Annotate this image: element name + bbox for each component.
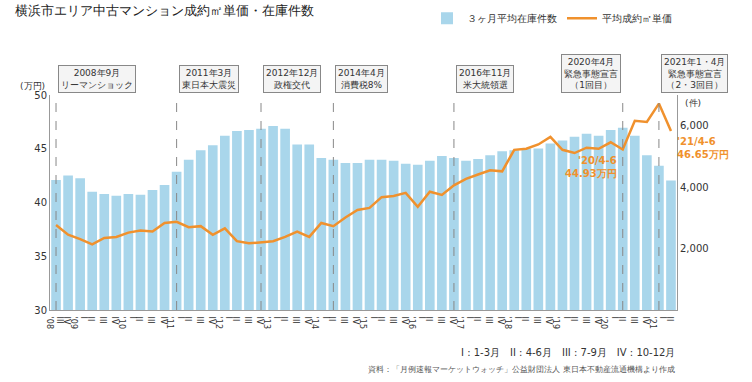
svg-text:III: III <box>339 317 348 324</box>
svg-text:IV: IV <box>544 317 553 325</box>
svg-text:II: II <box>424 317 433 322</box>
svg-text:I'15: I'15 <box>358 317 377 329</box>
svg-text:I'17: I'17 <box>455 317 474 329</box>
svg-text:II: II <box>520 317 529 322</box>
svg-text:II: II <box>472 317 481 322</box>
svg-text:III: III <box>388 317 397 324</box>
svg-text:III: III <box>98 317 107 324</box>
svg-text:III: III <box>291 317 300 324</box>
svg-text:(万円): (万円) <box>20 81 45 91</box>
svg-text:III: III <box>436 317 445 324</box>
svg-text:I'18: I'18 <box>503 317 522 329</box>
svg-text:IV: IV <box>62 317 71 325</box>
svg-text:I'19: I'19 <box>551 317 570 329</box>
svg-text:III: III <box>581 317 590 324</box>
svg-text:I'13: I'13 <box>262 317 281 329</box>
svg-text:2008年9月リーマンショック: 2008年9月リーマンショック <box>61 68 133 90</box>
svg-text:III: III <box>484 317 493 324</box>
svg-text:III: III <box>243 317 252 324</box>
svg-text:2016年11月米大統領選: 2016年11月米大統領選 <box>459 68 511 90</box>
svg-text:35: 35 <box>34 251 47 262</box>
svg-text:IV: IV <box>159 317 168 325</box>
svg-text:2021年1・4月緊急事態宣言（2・3回目）: 2021年1・4月緊急事態宣言（2・3回目） <box>664 57 725 90</box>
svg-text:I'09: I'09 <box>69 317 88 329</box>
svg-text:II: II <box>86 317 95 322</box>
svg-text:資料：「月例速報マーケットウォッチ」公益財団法人 東日本不動: 資料：「月例速報マーケットウォッチ」公益財団法人 東日本不動産流通機構より作成 <box>368 365 675 374</box>
svg-text:II: II <box>231 317 240 322</box>
svg-text:I'11: I'11 <box>165 317 184 329</box>
svg-text:I'14: I'14 <box>310 317 329 329</box>
svg-text:III: III <box>629 317 638 324</box>
svg-text:IV: IV <box>593 317 602 325</box>
svg-text:IV: IV <box>448 317 457 325</box>
svg-text:30: 30 <box>34 305 47 316</box>
svg-text:II: II <box>569 317 578 322</box>
svg-text:IV: IV <box>110 317 119 325</box>
svg-text:IV: IV <box>400 317 409 325</box>
svg-text:II: II <box>376 317 385 322</box>
svg-text:II: II <box>134 317 143 322</box>
svg-text:'21/4-646.65万円: '21/4-646.65万円 <box>677 136 729 160</box>
svg-text:平均成約㎡単価: 平均成約㎡単価 <box>602 13 672 24</box>
svg-text:40: 40 <box>34 197 47 208</box>
svg-text:II: II <box>665 317 674 322</box>
svg-text:IV: IV <box>641 317 650 325</box>
svg-text:横浜市エリア中古マンション成約㎡単価・在庫件数: 横浜市エリア中古マンション成約㎡単価・在庫件数 <box>15 3 314 18</box>
svg-text:I'21: I'21 <box>648 317 667 329</box>
svg-text:I'12: I'12 <box>214 317 233 329</box>
svg-text:IV: IV <box>496 317 505 325</box>
svg-text:IV: IV <box>207 317 216 325</box>
svg-text:II: II <box>617 317 626 322</box>
svg-text:IV: IV <box>351 317 360 325</box>
svg-text:３ヶ月平均在庫件数: ３ヶ月平均在庫件数 <box>467 13 557 24</box>
svg-text:III: III <box>146 317 155 324</box>
svg-text:III'08: III'08 <box>45 317 64 329</box>
svg-text:2014年4月消費税8%: 2014年4月消費税8% <box>338 68 385 90</box>
svg-text:4,000: 4,000 <box>680 182 709 193</box>
svg-text:'20/4-644.93万円: '20/4-644.93万円 <box>565 155 617 179</box>
svg-text:45: 45 <box>34 143 47 154</box>
svg-text:I'16: I'16 <box>407 317 426 329</box>
svg-text:III: III <box>195 317 204 324</box>
svg-text:II: II <box>183 317 192 322</box>
svg-text:6,000: 6,000 <box>680 120 709 131</box>
svg-text:I : 1-3月 II : 4-6月 III : 7-9月: I : 1-3月 II : 4-6月 III : 7-9月 IV : 10-12… <box>461 347 675 358</box>
svg-text:I'10: I'10 <box>117 317 136 329</box>
svg-text:I'20: I'20 <box>599 317 618 329</box>
svg-text:III: III <box>532 317 541 324</box>
svg-text:II: II <box>327 317 336 322</box>
svg-text:2,000: 2,000 <box>680 243 709 254</box>
svg-text:IV: IV <box>255 317 264 325</box>
svg-text:2011年3月東日本大震災: 2011年3月東日本大震災 <box>182 68 236 90</box>
svg-text:2012年12月政権交代: 2012年12月政権交代 <box>266 68 318 90</box>
svg-text:2020年4月緊急事態宣言（1回目）: 2020年4月緊急事態宣言（1回目） <box>564 57 618 90</box>
svg-text:II: II <box>279 317 288 322</box>
svg-text:IV: IV <box>303 317 312 325</box>
svg-text:50: 50 <box>34 90 47 101</box>
svg-text:(件): (件) <box>685 98 701 108</box>
